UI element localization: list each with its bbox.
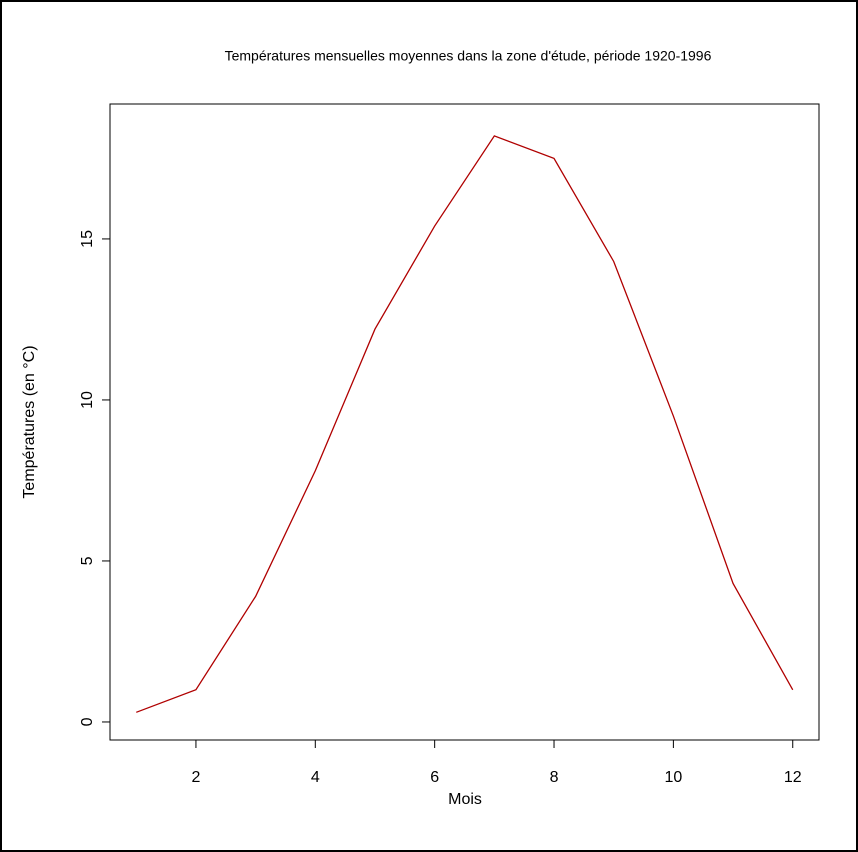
x-tick-label: 8 <box>550 769 559 786</box>
x-tick-label: 10 <box>664 769 682 786</box>
x-tick-label: 2 <box>191 769 200 786</box>
x-axis-label: Mois <box>448 791 482 808</box>
x-tick-label: 12 <box>784 769 802 786</box>
y-tick-label: 10 <box>79 391 96 409</box>
chart-title: Températures mensuelles moyennes dans la… <box>225 48 712 64</box>
x-tick-label: 4 <box>311 769 320 786</box>
x-tick-label: 6 <box>430 769 439 786</box>
y-axis-label: Températures (en °C) <box>21 345 38 498</box>
y-tick-label: 15 <box>79 230 96 248</box>
y-tick-label: 0 <box>79 717 96 726</box>
y-tick-label: 5 <box>79 556 96 565</box>
data-line <box>136 135 794 713</box>
